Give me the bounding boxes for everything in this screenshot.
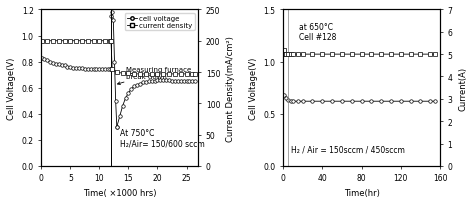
X-axis label: Time( ×1000 hrs): Time( ×1000 hrs) [83, 188, 156, 197]
Y-axis label: Current(A): Current(A) [458, 66, 467, 110]
X-axis label: Time(hr): Time(hr) [344, 188, 380, 197]
Text: Measuring furnace
break down: Measuring furnace break down [118, 66, 191, 85]
Text: At 750°C
H₂/Air= 150/600 sccm: At 750°C H₂/Air= 150/600 sccm [120, 128, 204, 147]
Text: at 650°C
Cell #128: at 650°C Cell #128 [299, 23, 336, 42]
Y-axis label: Current Density(mA/cm²): Current Density(mA/cm²) [226, 35, 235, 141]
Y-axis label: Cell Voltage(V): Cell Voltage(V) [7, 57, 16, 119]
Text: H₂ / Air = 150sccm / 450sccm: H₂ / Air = 150sccm / 450sccm [291, 145, 405, 154]
Y-axis label: Cell Voltage(V): Cell Voltage(V) [249, 57, 258, 119]
Legend: cell voltage, current density: cell voltage, current density [125, 14, 195, 31]
